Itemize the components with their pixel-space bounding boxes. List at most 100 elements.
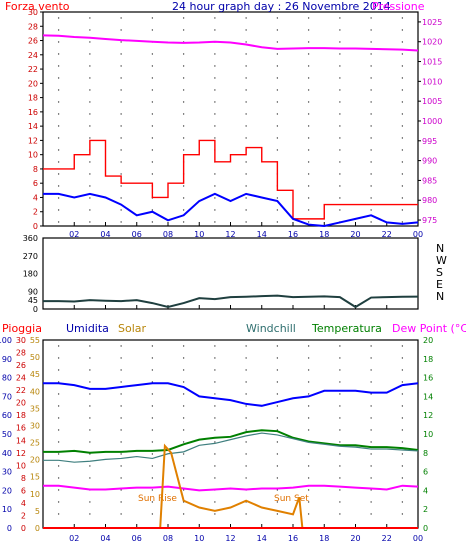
grid-dot (89, 125, 91, 127)
grid-dot (214, 477, 216, 479)
grid-dot (307, 113, 310, 115)
grid-dot (370, 125, 372, 127)
grid-dot (276, 137, 279, 139)
grid-dot (245, 221, 247, 223)
grid-dot (307, 381, 310, 383)
grid-dot (276, 357, 279, 359)
grid-dot (182, 101, 185, 103)
grid-dot (401, 125, 404, 127)
grid-dot (339, 137, 341, 139)
grid-dot (370, 65, 372, 67)
grid-dot (89, 197, 91, 199)
grid-dot (339, 489, 341, 491)
grid-dot (276, 345, 279, 347)
grid-dot (401, 357, 404, 359)
wind-axis-label: Forza vento (5, 0, 70, 13)
grid-dot (339, 101, 341, 103)
grid-dot (151, 501, 154, 503)
grid-dot (89, 185, 91, 187)
grid-dot (339, 429, 341, 431)
pressure-tick-label: 995 (422, 137, 437, 146)
rain-tick-label: 0 (21, 524, 26, 533)
grid-dot (182, 429, 185, 431)
grid-dot (57, 453, 60, 455)
wind-tick-label: 22 (28, 65, 38, 74)
chart-title: 24 hour graph day : 26 Novembre 2014 (172, 0, 391, 13)
grid-dot (182, 357, 185, 359)
grid-dot (182, 197, 185, 199)
grid-dot (120, 137, 122, 139)
rain-tick-label: 8 (21, 474, 26, 483)
grid-dot (57, 113, 60, 115)
solar-tick-label: 10 (30, 490, 40, 499)
grid-dot (57, 417, 60, 419)
series-line-windchill (43, 432, 419, 463)
grid-dot (276, 453, 279, 455)
grid-dot (89, 441, 91, 443)
grid-dot (401, 41, 404, 43)
grid-dot (57, 393, 60, 395)
grid-dot (57, 101, 60, 103)
grid-dot (339, 161, 341, 163)
temperature-tick-label: 10 (423, 430, 433, 439)
grid-dot (57, 465, 60, 467)
grid-dot (339, 125, 341, 127)
rain-tick-label: 2 (21, 511, 26, 520)
grid-dot (89, 89, 91, 91)
x-tick-label: 02 (69, 230, 79, 239)
grid-dot (214, 417, 216, 419)
grid-dot (151, 77, 154, 79)
rain-tick-label: 14 (16, 436, 26, 445)
grid-dot (401, 369, 404, 371)
gust-series-line (43, 139, 418, 220)
grid-dot (401, 501, 404, 503)
grid-dot (120, 101, 122, 103)
rain-tick-label: 28 (16, 349, 26, 358)
grid-dot (339, 405, 341, 407)
grid-dot (151, 173, 154, 175)
grid-dot (151, 161, 154, 163)
grid-dot (401, 17, 404, 19)
x-tick-label: 08 (163, 230, 173, 239)
grid-dot (339, 357, 341, 359)
grid-dot (401, 197, 404, 199)
grid-dot (120, 29, 122, 31)
compass-label: W (436, 254, 447, 267)
grid-dot (276, 209, 279, 211)
solar-tick-label: 0 (35, 524, 40, 533)
grid-dot (89, 417, 91, 419)
grid-dot (182, 369, 185, 371)
grid-dot (307, 369, 310, 371)
grid-dot (151, 101, 154, 103)
grid-dot (151, 137, 154, 139)
grid-dot (245, 393, 247, 395)
grid-dot (120, 369, 122, 371)
grid-dot (401, 345, 404, 347)
grid-dot (307, 453, 310, 455)
grid-dot (370, 513, 372, 515)
grid-dot (307, 89, 310, 91)
x-tick-label: 22 (382, 230, 392, 239)
grid-dot (401, 453, 404, 455)
grid-dot (401, 417, 404, 419)
grid-dot (214, 369, 216, 371)
grid-dot (276, 101, 279, 103)
grid-dot (245, 197, 247, 199)
grid-dot (182, 345, 185, 347)
grid-dot (370, 357, 372, 359)
humidity-tick-label: 60 (2, 411, 12, 420)
solar-tick-label: 50 (30, 353, 40, 362)
grid-dot (151, 465, 154, 467)
grid-dot (120, 417, 122, 419)
grid-dot (276, 149, 279, 151)
x-tick-label: 02 (69, 534, 79, 543)
grid-dot (245, 161, 247, 163)
grid-dot (120, 405, 122, 407)
grid-dot (339, 77, 341, 79)
grid-dot (151, 405, 154, 407)
grid-dot (245, 381, 247, 383)
grid-dot (245, 345, 247, 347)
grid-dot (151, 17, 154, 19)
grid-dot (57, 429, 60, 431)
